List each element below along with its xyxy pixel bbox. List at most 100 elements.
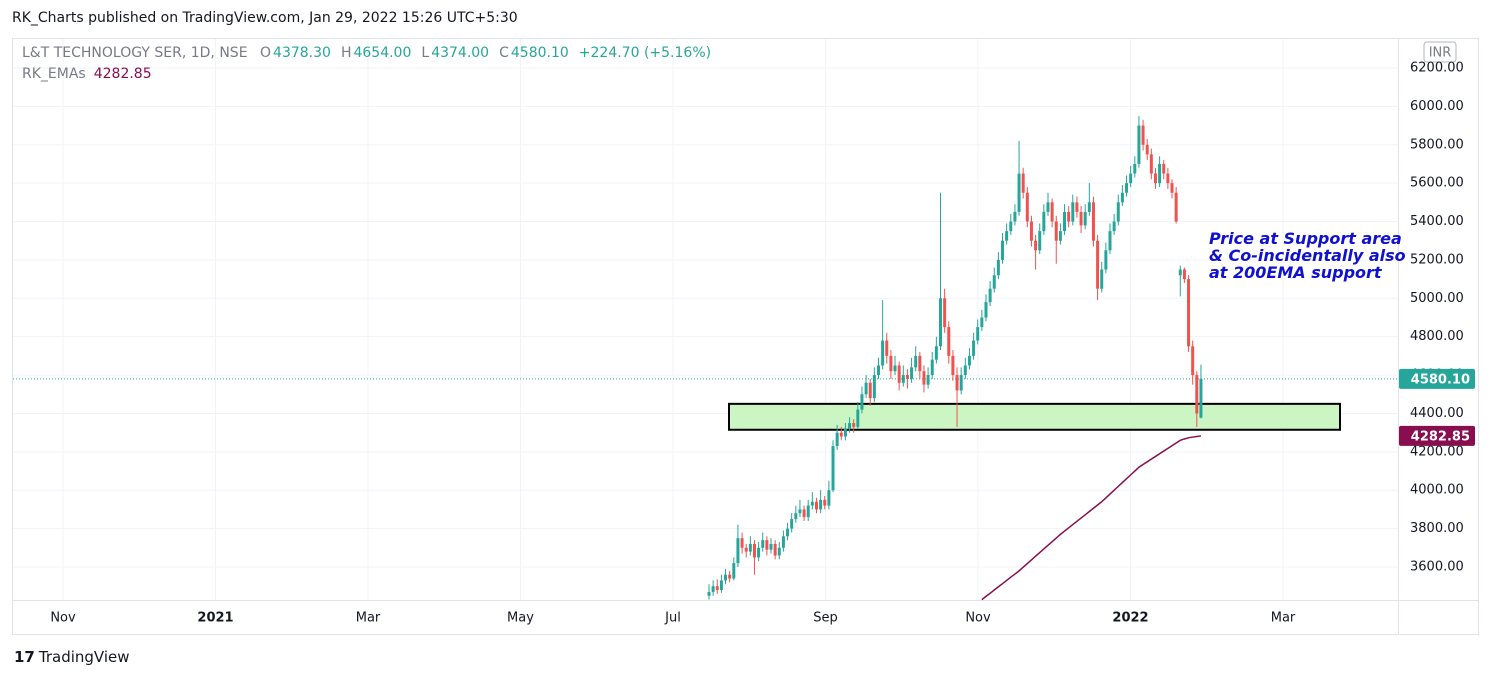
candle-body — [1187, 279, 1191, 347]
ema-tag: 4282.85 — [1411, 429, 1470, 444]
candle-body — [1096, 240, 1100, 289]
candle-body — [1120, 192, 1124, 203]
candle-body — [860, 394, 864, 410]
candle-body — [757, 547, 761, 558]
candle-body — [951, 355, 955, 376]
candle-body — [1029, 221, 1033, 241]
candle-body — [823, 499, 827, 506]
y-tick-label: 5400.00 — [1410, 214, 1464, 229]
annotation-line: at 200EMA support — [1209, 263, 1382, 282]
x-tick-label: Nov — [50, 611, 76, 626]
candle-body — [1075, 202, 1079, 212]
chart-frame — [12, 38, 1479, 635]
candle-body — [905, 375, 909, 379]
candle-body — [864, 382, 868, 395]
y-tick-label: 4200.00 — [1410, 444, 1464, 459]
x-tick-label: Mar — [356, 611, 381, 626]
ema-line — [981, 435, 1202, 601]
candle-body — [922, 371, 926, 385]
candle-body — [1058, 231, 1062, 241]
change: +224.70 (+5.16%) — [578, 45, 712, 61]
candle-body — [881, 340, 885, 366]
candle-body — [839, 432, 843, 437]
candle-body — [1129, 173, 1133, 184]
y-tick-label: 4800.00 — [1410, 329, 1464, 344]
y-tick-label: 6200.00 — [1410, 60, 1464, 75]
candle-body — [835, 432, 839, 447]
logo: 17 — [14, 648, 35, 666]
candle-body — [1158, 163, 1162, 184]
ema-tag-bg — [1399, 425, 1475, 446]
candle-body — [1063, 211, 1067, 232]
candle-body — [1083, 211, 1087, 226]
candle-body — [939, 298, 943, 347]
candle-body — [1009, 221, 1013, 232]
candle-body — [996, 259, 1000, 276]
candle-body — [1001, 240, 1005, 260]
last-price-tag-bg — [1399, 368, 1475, 389]
candle-body — [794, 513, 798, 520]
candle-body — [1153, 173, 1157, 184]
candle-body — [1042, 211, 1046, 232]
candle-body — [972, 340, 976, 356]
candle-body — [868, 382, 872, 399]
candle-body — [802, 509, 806, 518]
candle-body — [918, 355, 922, 372]
currency-badge[interactable] — [1423, 41, 1457, 63]
x-tick-label: May — [507, 611, 534, 626]
candle-body — [790, 519, 794, 529]
candle-body — [1091, 202, 1095, 241]
candle-body — [1191, 346, 1195, 376]
annotation: Price at Support area & Co-incidentally … — [1209, 230, 1406, 281]
ema-name: RK_EMAs — [22, 66, 86, 82]
ohlc-key: C — [499, 45, 509, 61]
candle-body — [1054, 221, 1058, 241]
x-tick-label: Mar — [1271, 611, 1296, 626]
candle-body — [1050, 202, 1054, 222]
candle-body — [707, 591, 711, 596]
candle-body — [1100, 269, 1104, 289]
candle-body — [724, 574, 728, 581]
candle-body — [1108, 231, 1112, 251]
candle-body — [711, 586, 715, 592]
symbol-legend: L&T TECHNOLOGY SER, 1D, NSE O 4378.30 H 465… — [22, 45, 721, 61]
candle-body — [980, 317, 984, 328]
ohlc-key: O — [260, 45, 272, 61]
candle-body — [1021, 173, 1025, 193]
candle-body — [1104, 250, 1108, 270]
candle-body — [1112, 221, 1116, 232]
ema-legend: RK_EMAs 4282.85 — [22, 66, 154, 82]
candle-body — [872, 375, 876, 399]
ohlc-key: H — [340, 45, 352, 61]
brand: TradingView — [38, 648, 130, 666]
candle-body — [1133, 163, 1137, 174]
currency: INR — [1429, 46, 1452, 61]
candle-body — [810, 501, 814, 506]
candle-body — [719, 580, 723, 591]
candle-body — [765, 540, 769, 550]
candle-body — [1166, 173, 1170, 184]
support-zone — [728, 402, 1341, 431]
candle-body — [786, 528, 790, 537]
published-line: RK_Charts published on TradingView.com, … — [12, 10, 518, 26]
candle-body — [856, 409, 860, 427]
candle-body — [761, 540, 765, 548]
candle-body — [843, 428, 847, 437]
candle-body — [876, 365, 880, 376]
symbol: L&T TECHNOLOGY SER, 1D, NSE — [22, 45, 248, 61]
candle-body — [1199, 378, 1203, 418]
candle-body — [806, 505, 810, 518]
candle-body — [736, 538, 740, 564]
y-tick-label: 5000.00 — [1410, 291, 1464, 306]
footer: 17 TradingView — [14, 648, 130, 666]
candle-body — [967, 355, 971, 366]
candle-body — [1013, 211, 1017, 222]
candle-body — [1137, 125, 1141, 164]
ohlc-value: 4654.00 — [353, 45, 412, 61]
y-tick-label: 3600.00 — [1410, 559, 1464, 574]
candle-body — [814, 501, 818, 510]
candle-body — [1170, 183, 1174, 193]
candle-body — [740, 538, 744, 548]
